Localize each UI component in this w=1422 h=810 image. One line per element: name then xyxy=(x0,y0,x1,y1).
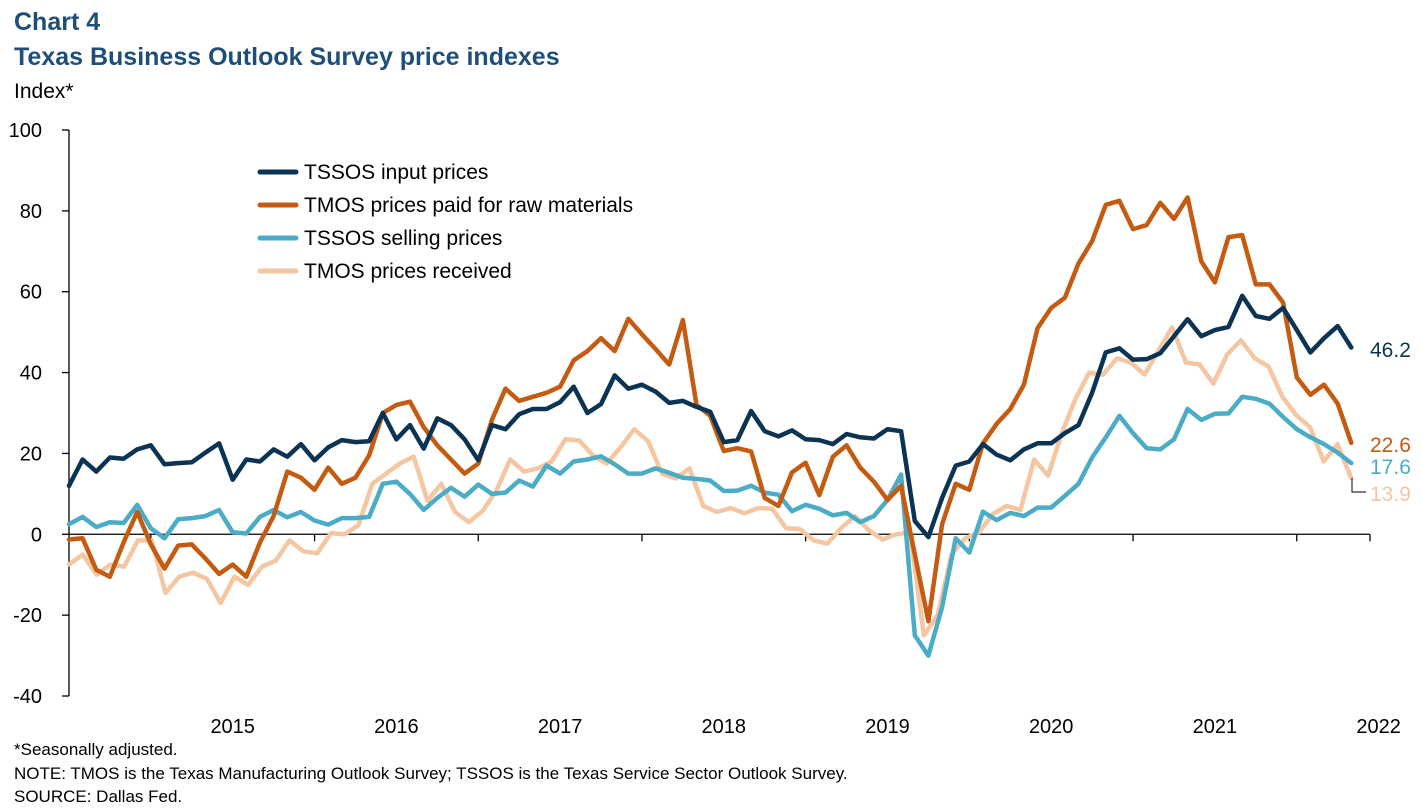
x-tick-label: 2019 xyxy=(865,716,910,738)
legend: TSSOS input prices TMOS prices paid for r… xyxy=(257,161,633,283)
y-tick-label: -20 xyxy=(13,605,42,627)
x-tick-label: 2015 xyxy=(210,716,255,738)
series-line-tssos-input-prices xyxy=(66,293,1354,540)
chart-number: Chart 4 xyxy=(14,8,101,36)
end-label: 17.6 xyxy=(1370,456,1411,479)
series-line-tmos-prices-paid-for-raw-materials xyxy=(66,195,1354,624)
footnote-source: SOURCE: Dallas Fed. xyxy=(14,787,183,806)
y-tick-label: 20 xyxy=(20,443,42,465)
x-tick-label: 2017 xyxy=(538,716,583,738)
series-line-tssos-selling-prices xyxy=(66,394,1354,658)
y-tick-label: 40 xyxy=(20,363,42,385)
y-tick-label: 0 xyxy=(31,524,42,546)
x-tick-label: 2021 xyxy=(1193,716,1238,738)
y-axis-unit-label: Index* xyxy=(14,80,74,103)
legend-label: TSSOS selling prices xyxy=(304,227,502,250)
chart-title: Texas Business Outlook Survey price inde… xyxy=(14,43,560,71)
footnote-note: NOTE: TMOS is the Texas Manufacturing Ou… xyxy=(14,764,848,783)
y-tick-label: 100 xyxy=(9,120,42,142)
x-tick-label: 2016 xyxy=(374,716,419,738)
footnote-seasonal: *Seasonally adjusted. xyxy=(14,740,178,759)
legend-label: TMOS prices paid for raw materials xyxy=(304,194,633,217)
end-label-leader xyxy=(1351,478,1366,493)
x-tick-label: 2018 xyxy=(702,716,747,738)
end-label: 46.2 xyxy=(1370,339,1411,362)
y-tick-label: 80 xyxy=(20,201,42,223)
x-tick-label: 2020 xyxy=(1029,716,1074,738)
axes: -40 -20 0 20 40 60 80 100 2015 2016 2017 2018 2019 20… xyxy=(9,120,1401,738)
series-layer xyxy=(66,195,1354,658)
legend-label: TMOS prices received xyxy=(304,260,512,283)
y-tick-label: 60 xyxy=(20,282,42,304)
end-label: 13.9 xyxy=(1370,483,1411,506)
y-tick-label: -40 xyxy=(13,686,42,708)
series-line-tmos-prices-received xyxy=(66,325,1354,638)
legend-label: TSSOS input prices xyxy=(304,161,488,184)
x-tick-label: 2022 xyxy=(1356,716,1401,738)
end-label: 22.6 xyxy=(1370,434,1411,457)
end-labels: 46.2 22.617.6 13.9 xyxy=(1351,339,1411,506)
